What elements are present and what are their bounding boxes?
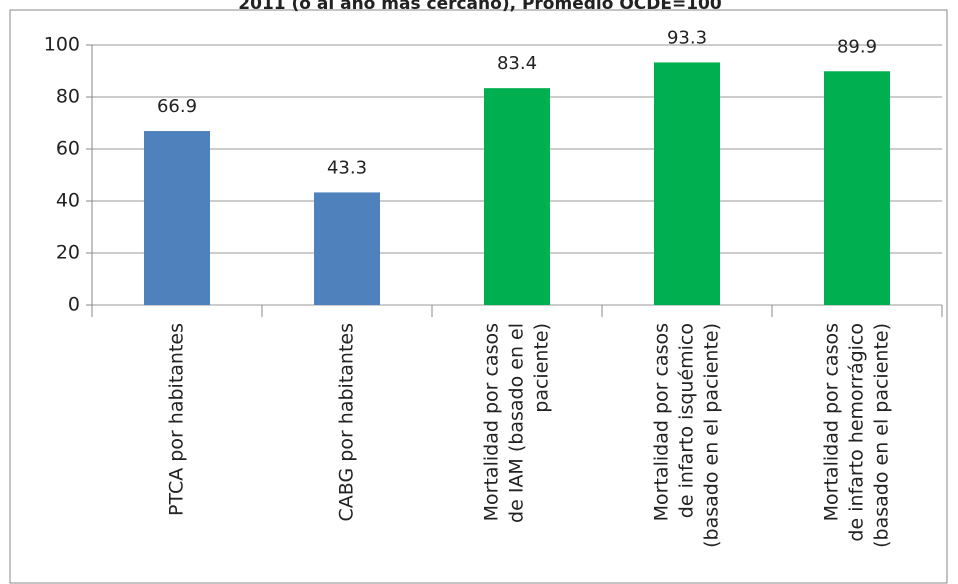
x-tick-label: de infarto hemorrágico [846, 323, 868, 542]
bar [484, 88, 550, 305]
x-tick-label: Mortalidad por casos [651, 323, 673, 521]
x-tick-label: de IAM (basado en el [506, 323, 528, 523]
x-tick-label: (basado en el paciente) [701, 323, 723, 548]
value-label: 93.3 [667, 27, 707, 48]
value-label: 66.9 [157, 96, 197, 117]
x-tick-label: (basado en el paciente) [871, 323, 893, 548]
x-tick-label: paciente) [531, 323, 553, 413]
y-tick-label: 100 [44, 34, 80, 56]
chart-border [9, 9, 948, 584]
bar [824, 71, 890, 305]
x-tick-label: Mortalidad por casos [821, 323, 843, 521]
y-tick-label: 0 [68, 294, 80, 316]
x-tick-label: PTCA por habitantes [166, 323, 188, 516]
x-tick-label: Mortalidad por casos [481, 323, 503, 521]
value-label: 83.4 [497, 53, 537, 74]
bar [654, 62, 720, 305]
x-tick-label: CABG por habitantes [336, 323, 358, 521]
y-tick-label: 80 [56, 86, 80, 108]
value-label: 89.9 [837, 36, 877, 57]
y-tick-label: 20 [56, 242, 80, 264]
value-label: 43.3 [327, 157, 367, 178]
chart-title: 2011 (o al año más cercano), Promedio OC… [238, 0, 722, 14]
x-tick-label: de infarto isquémico [676, 323, 698, 518]
y-tick-label: 60 [56, 138, 80, 160]
bar [314, 192, 380, 305]
y-tick-label: 40 [56, 190, 80, 212]
bar [144, 131, 210, 305]
